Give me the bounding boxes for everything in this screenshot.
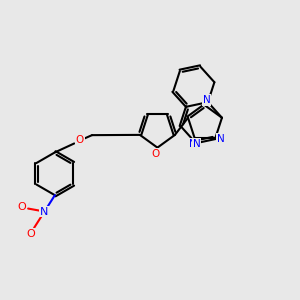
Text: N: N — [217, 134, 225, 144]
Text: O: O — [17, 202, 26, 212]
Text: O: O — [75, 136, 84, 146]
Text: O: O — [152, 149, 160, 159]
Text: O: O — [27, 229, 35, 239]
Text: N: N — [193, 139, 200, 148]
Text: N: N — [40, 206, 49, 217]
Text: N: N — [202, 95, 210, 105]
Text: N: N — [189, 139, 197, 148]
